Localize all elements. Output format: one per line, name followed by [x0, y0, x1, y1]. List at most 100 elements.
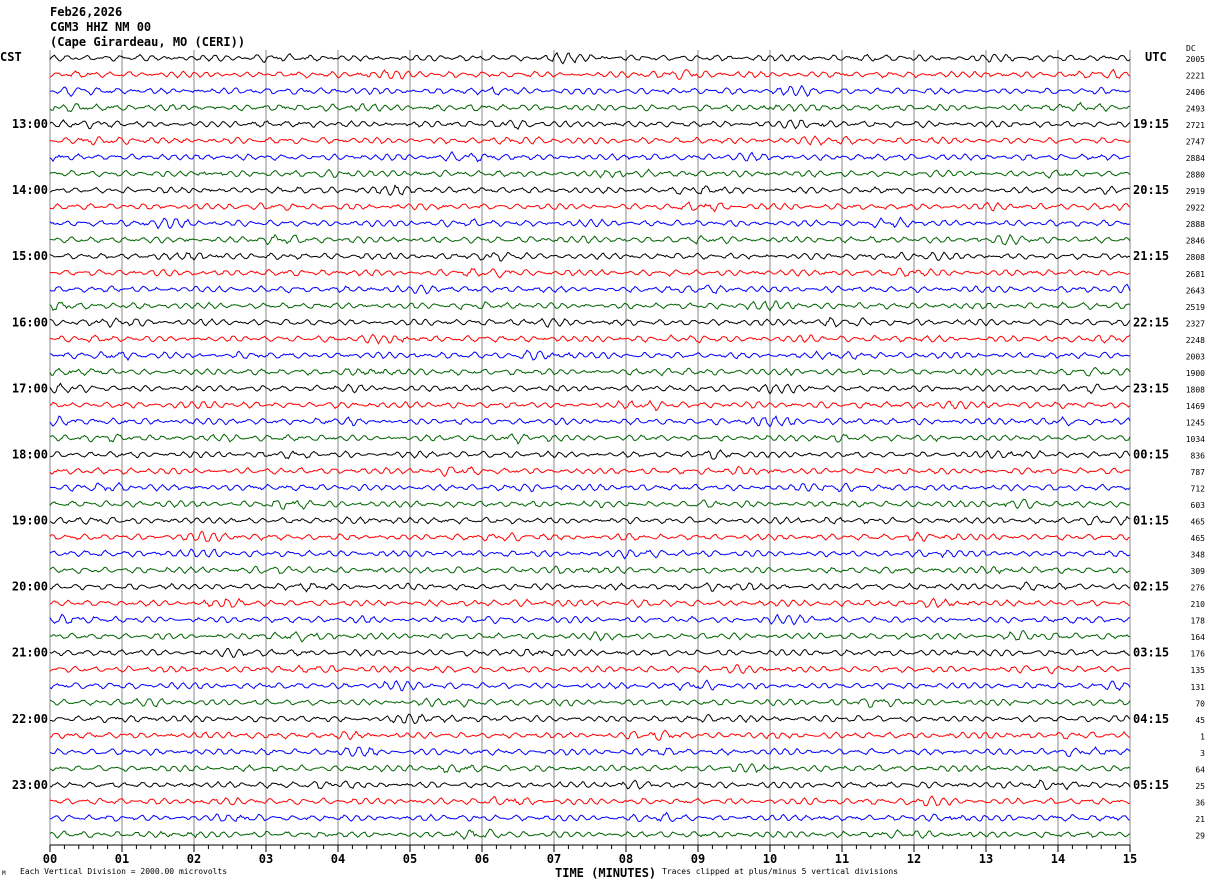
dc-offset-label: 2846 [1186, 237, 1205, 246]
right-hour-label: 03:15 [1133, 646, 1169, 660]
seismic-trace [49, 119, 1131, 130]
dc-offset-label: 712 [1191, 485, 1206, 494]
left-hour-label: 14:00 [12, 183, 48, 197]
right-hour-label: 01:15 [1133, 514, 1169, 528]
seismic-trace [49, 84, 1131, 98]
seismic-trace [49, 729, 1131, 741]
x-axis-label: TIME (MINUTES) [555, 866, 657, 880]
seismic-trace [49, 349, 1131, 362]
x-tick-label: 03 [259, 852, 273, 866]
dc-offset-label: 1245 [1186, 418, 1205, 427]
right-hour-label: 00:15 [1133, 447, 1169, 461]
seismic-trace [49, 333, 1131, 345]
dc-offset-label: 1900 [1186, 369, 1205, 378]
dc-offset-label: 348 [1191, 551, 1206, 560]
seismic-trace [49, 382, 1131, 395]
seismic-trace [49, 779, 1131, 791]
dc-offset-label: 3 [1200, 749, 1205, 758]
right-hour-label: 20:15 [1133, 183, 1169, 197]
x-tick-label: 14 [1051, 852, 1065, 866]
seismic-trace [49, 251, 1131, 262]
left-hour-label: 18:00 [12, 447, 48, 461]
dc-offset-label: 1034 [1186, 435, 1205, 444]
x-tick-label: 11 [835, 852, 849, 866]
dc-offset-label: 2922 [1186, 204, 1205, 213]
dc-offset-label: 2919 [1186, 187, 1205, 196]
dc-offset-label: 2005 [1186, 55, 1205, 64]
seismic-trace [49, 811, 1131, 823]
right-hour-label: 02:15 [1133, 580, 1169, 594]
dc-offset-label: 465 [1191, 534, 1206, 543]
seismic-trace [49, 597, 1131, 609]
x-tick-label: 07 [547, 852, 561, 866]
seismic-trace [49, 366, 1131, 377]
dc-offset-label: 2888 [1186, 220, 1205, 229]
left-hour-label: 21:00 [12, 646, 48, 660]
seismic-trace [49, 647, 1131, 658]
right-timezone-label: UTC [1145, 50, 1167, 64]
right-hour-label: 19:15 [1133, 117, 1169, 131]
seismic-trace [49, 68, 1131, 80]
dc-offset-label: 29 [1195, 831, 1205, 840]
dc-offset-label: 164 [1191, 633, 1206, 642]
x-tick-label: 08 [619, 852, 633, 866]
seismic-trace [49, 515, 1131, 526]
seismic-trace [49, 316, 1131, 329]
station-id: CGM3 HHZ NM 00 [50, 20, 152, 34]
dc-offset-label: 131 [1191, 683, 1206, 692]
dc-offset-label: 2221 [1186, 72, 1205, 81]
x-tick-label: 06 [475, 852, 489, 866]
dc-offset-label: 45 [1195, 716, 1205, 725]
seismic-trace [49, 481, 1131, 493]
dc-offset-label: 2406 [1186, 88, 1205, 97]
seismic-trace [49, 530, 1131, 542]
dc-offset-label: 25 [1195, 782, 1205, 791]
x-tick-label: 13 [979, 852, 993, 866]
left-timezone-label: CST [0, 50, 22, 64]
left-hour-label: 17:00 [12, 381, 48, 395]
seismic-trace [49, 433, 1131, 445]
seismic-trace [50, 713, 1131, 725]
right-hour-label: 21:15 [1133, 249, 1169, 263]
seismic-trace [49, 762, 1131, 774]
dc-offset-label: 135 [1191, 666, 1206, 675]
dc-offset-label: 2747 [1186, 138, 1205, 147]
dc-offset-label: 2248 [1186, 336, 1205, 345]
x-tick-label: 05 [403, 852, 417, 866]
dc-offset-label: 2519 [1186, 303, 1205, 312]
dc-offset-label: 1 [1200, 732, 1205, 741]
x-tick-label: 00 [43, 852, 57, 866]
dc-offset-label: 2884 [1186, 154, 1205, 163]
dc-offset-label: 178 [1191, 617, 1206, 626]
right-hour-label: 05:15 [1133, 778, 1169, 792]
dc-offset-label: 276 [1191, 584, 1206, 593]
dc-offset-label: 2808 [1186, 253, 1205, 262]
dc-offset-label: 465 [1191, 518, 1206, 527]
seismic-trace [49, 283, 1131, 295]
seismic-trace [49, 548, 1131, 560]
left-hour-label: 20:00 [12, 580, 48, 594]
seismic-trace [49, 746, 1131, 758]
scale-note: Each Vertical Division = 2000.00 microvo… [20, 867, 228, 876]
x-tick-label: 04 [331, 852, 345, 866]
dc-offset-label: 603 [1191, 501, 1206, 510]
right-hour-label: 04:15 [1133, 712, 1169, 726]
dc-offset-label: 36 [1195, 798, 1205, 807]
seismic-trace [49, 697, 1131, 708]
seismic-trace [49, 679, 1131, 692]
x-tick-label: 02 [187, 852, 201, 866]
station-location: (Cape Girardeau, MO (CERI)) [50, 35, 246, 49]
seismic-trace [49, 184, 1131, 196]
seismic-trace [49, 51, 1131, 65]
seismic-trace [49, 216, 1131, 230]
seismic-trace [49, 415, 1131, 428]
dc-offset-label: 21 [1195, 815, 1205, 824]
seismic-trace [49, 150, 1131, 163]
dc-offset-label: 2880 [1186, 171, 1205, 180]
corner-mark: M [2, 870, 6, 877]
dc-offset-label: 176 [1191, 650, 1206, 659]
dc-offset-label: 787 [1191, 468, 1206, 477]
dc-header: DC [1186, 44, 1196, 53]
dc-offset-label: 64 [1195, 765, 1205, 774]
